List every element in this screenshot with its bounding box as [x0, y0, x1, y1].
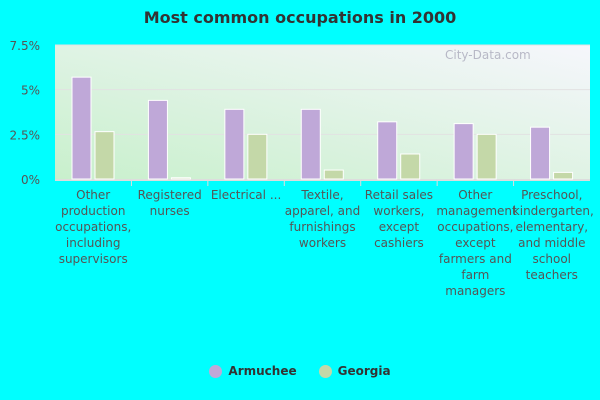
x-category-label: Textile, apparel, and furnishings worker…: [284, 188, 361, 250]
legend-item[interactable]: Armuchee: [209, 364, 297, 378]
legend-item[interactable]: Georgia: [318, 364, 391, 378]
bar-armuchee[interactable]: [147, 99, 168, 180]
legend: Armuchee Georgia: [0, 364, 600, 378]
y-tick-label: 5%: [21, 84, 40, 98]
bar-armuchee[interactable]: [453, 123, 474, 180]
x-category-label: Retail sales workers, except cashiers: [364, 188, 434, 250]
x-category-label: Registered nurses: [137, 188, 202, 218]
bar-georgia[interactable]: [400, 153, 421, 180]
bar-armuchee[interactable]: [530, 126, 551, 180]
bar-armuchee[interactable]: [71, 76, 92, 180]
watermark: City-Data.com: [445, 48, 531, 62]
bar-armuchee[interactable]: [224, 108, 245, 180]
x-category-label: Other production occupations, including …: [55, 188, 132, 266]
bar-georgia[interactable]: [553, 171, 574, 180]
x-category-label: Preschool, kindergarten, elementary, and…: [512, 188, 594, 282]
plot-area: [55, 45, 590, 179]
x-category-label: Electrical ...: [210, 188, 282, 202]
legend-label: Georgia: [337, 364, 391, 378]
legend-label: Armuchee: [228, 364, 297, 378]
legend-swatch: [209, 364, 223, 378]
bar-georgia[interactable]: [170, 177, 191, 180]
bar-georgia[interactable]: [476, 133, 497, 180]
y-tick-label: 0%: [21, 173, 40, 187]
bar-georgia[interactable]: [323, 169, 344, 180]
y-tick-label: 7.5%: [10, 39, 41, 53]
bar-georgia[interactable]: [94, 131, 115, 180]
bar-armuchee[interactable]: [377, 121, 398, 180]
chart-title: Most common occupations in 2000: [143, 8, 457, 27]
y-tick-label: 2.5%: [10, 128, 41, 142]
bar-armuchee[interactable]: [300, 108, 321, 180]
bar-georgia[interactable]: [247, 133, 268, 180]
x-category-label: Other management occupations, except far…: [436, 188, 517, 298]
legend-swatch: [318, 364, 332, 378]
